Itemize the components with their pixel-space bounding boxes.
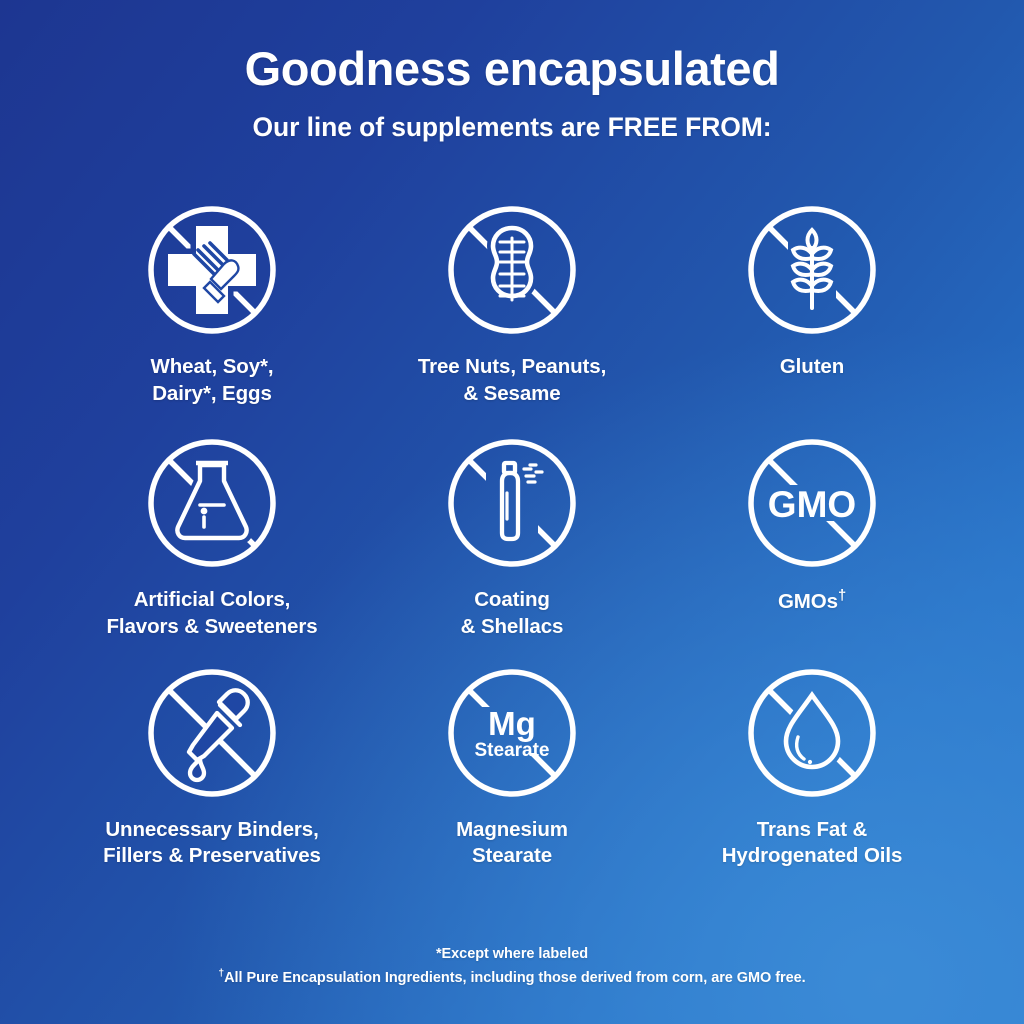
free-from-label: GMOs† [777,588,847,614]
free-from-item-nuts: Tree Nuts, Peanuts, & Sesame [362,200,662,407]
no-dropper-icon [148,668,276,797]
free-from-item-transfat: Trans Fat & Hydrogenated Oils [662,663,962,870]
footnote-dagger: †All Pure Encapsulation Ingredients, inc… [218,967,806,986]
page-title: Goodness encapsulated [244,42,780,95]
free-from-item-allergens: Wheat, Soy*, Dairy*, Eggs [62,200,362,407]
free-from-label: Tree Nuts, Peanuts, & Sesame [417,355,607,405]
no-peanut-icon [448,206,576,334]
no-flask-icon [148,439,276,568]
free-from-label: Artificial Colors, Flavors & Sweeteners [106,588,318,638]
free-from-grid: Wheat, Soy*, Dairy*, Eggs Tree Nuts, Pea… [62,200,962,870]
free-from-label: Wheat, Soy*, Dairy*, Eggs [150,355,274,405]
no-allergen-cross-fork-icon [148,206,276,334]
free-from-item-binders: Unnecessary Binders, Fillers & Preservat… [62,663,362,870]
footnotes: *Except where labeled †All Pure Encapsul… [0,943,1024,990]
no-spray-can-icon [448,439,576,568]
gmo-glyph-text: GMO [768,484,856,525]
stearate-glyph-subtext: Stearate [475,740,550,761]
page-subtitle: Our line of supplements are FREE FROM: [252,111,772,142]
dagger-marker: † [837,588,847,605]
free-from-label: Coating & Shellacs [460,588,564,638]
free-from-label: Magnesium Stearate [456,817,568,868]
no-gmo-text-icon: GMO [748,439,876,568]
no-mg-stearate-icon: Mg Stearate [448,668,576,797]
mg-glyph-text: Mg [488,705,536,742]
free-from-label: Unnecessary Binders, Fillers & Preservat… [103,817,321,868]
no-wheat-stalk-icon [748,206,876,334]
no-oil-droplet-icon [748,668,876,797]
free-from-label: Trans Fat & Hydrogenated Oils [721,817,903,868]
free-from-item-coating: Coating & Shellacs [362,429,662,640]
free-from-item-gmo: GMO GMOs† [662,429,962,640]
header: Goodness encapsulated Our line of supple… [0,42,1024,143]
free-from-item-gluten: Gluten [662,200,962,407]
footnote-asterisk: *Except where labeled [435,945,589,962]
free-from-label: Gluten [779,355,845,378]
free-from-item-magnesium: Mg Stearate Magnesium Stearate [362,663,662,870]
free-from-item-artificial: Artificial Colors, Flavors & Sweeteners [62,429,362,640]
